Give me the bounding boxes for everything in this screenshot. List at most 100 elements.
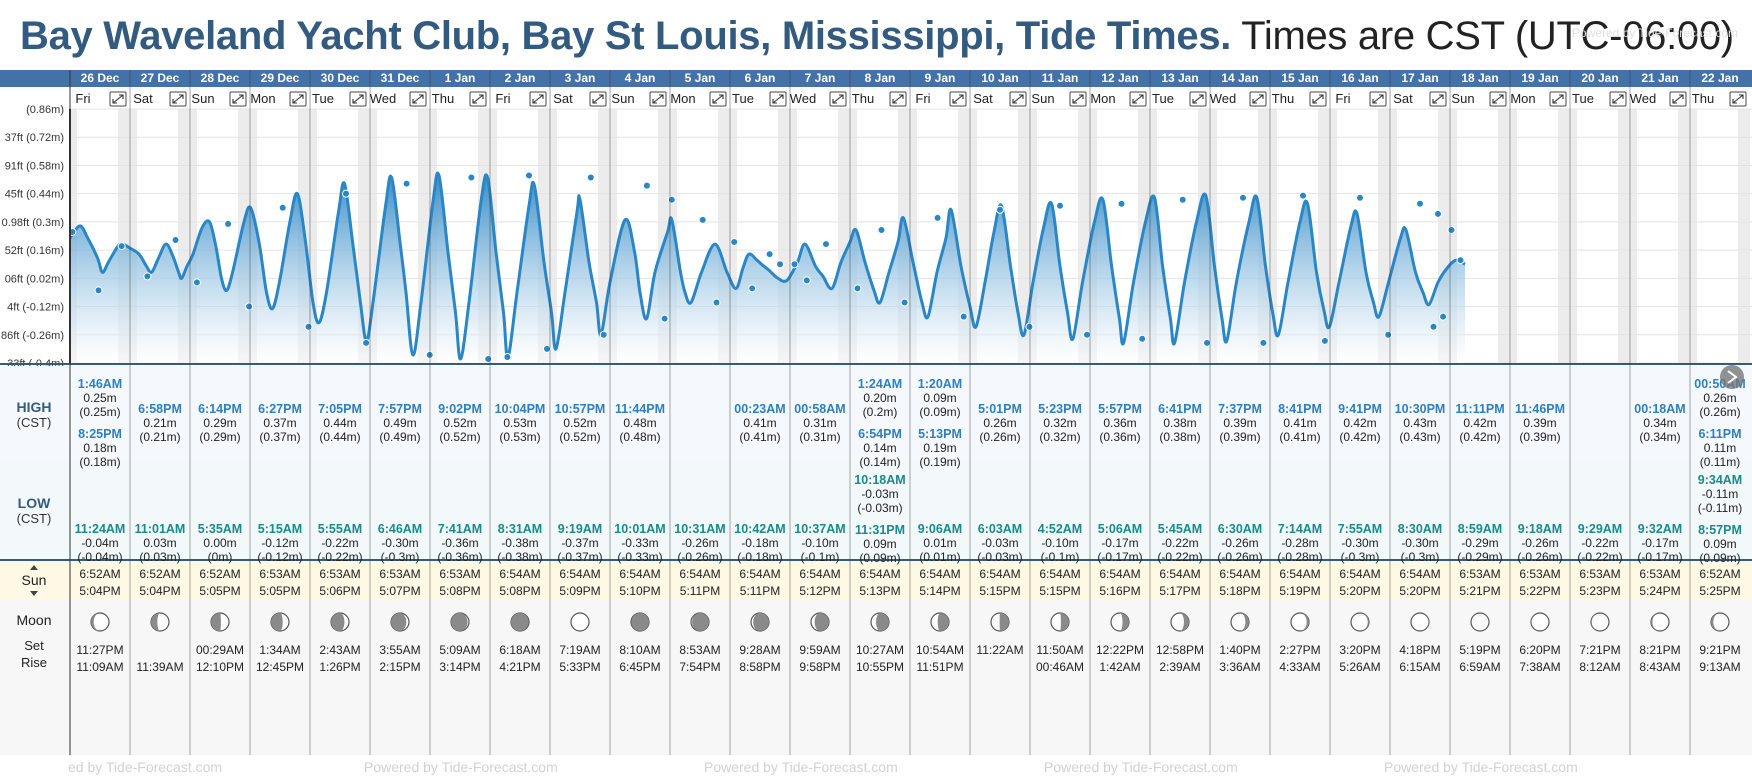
high-height: 0.52m (563, 416, 596, 430)
y-tick-label: 06ft (0.02m) (5, 273, 64, 285)
sunrise-time: 6:54AM (1219, 567, 1260, 581)
sunset-time: 5:19PM (1279, 584, 1320, 598)
tide-point (1429, 322, 1438, 331)
night-shade (1498, 109, 1510, 363)
sunrise-time: 6:54AM (979, 567, 1020, 581)
high-tz-label: (CST) (17, 415, 52, 430)
weekday-label: Tue (732, 91, 754, 106)
moonset-time: 2:43AM (319, 643, 360, 657)
low-time: 10:18AM (854, 473, 905, 487)
tide-point (94, 286, 103, 295)
high-height: 0.20m (863, 391, 896, 405)
moon-shadow (814, 613, 829, 631)
low-height: -0.03m (861, 487, 898, 501)
expand-icon (1252, 94, 1264, 104)
tide-point (877, 225, 886, 234)
expand-icon (1312, 94, 1324, 104)
sunrise-time: 6:54AM (919, 567, 960, 581)
moonset-time: 11:27PM (76, 643, 123, 657)
high-time: 5:23PM (1038, 402, 1082, 416)
night-shade (1030, 109, 1037, 363)
high-height-m: (0.18m) (79, 455, 120, 469)
high-height-m: (0.25m) (79, 405, 120, 419)
high-time: 00:18AM (1634, 402, 1685, 416)
expand-icon (892, 94, 904, 104)
night-shade (190, 109, 197, 363)
moonset-time: 8:10AM (619, 643, 660, 657)
moonset-time: 3:20PM (1339, 643, 1380, 657)
night-shade (1738, 109, 1750, 363)
low-height: -0.17m (1101, 536, 1138, 550)
moon-shadow (91, 613, 100, 631)
expand-icon (1132, 94, 1144, 104)
weekday-label: Tue (1572, 91, 1594, 106)
sun-down-arrow-icon (30, 591, 38, 596)
date-label: 29 Dec (261, 71, 300, 85)
tide-point (362, 338, 371, 347)
sunrise-time: 6:54AM (1159, 567, 1200, 581)
low-height-m: (-0.04m) (77, 550, 122, 564)
moonset-time: 3:55AM (379, 643, 420, 657)
tide-point (1356, 193, 1364, 202)
low-height-m: (0.03m) (139, 550, 180, 564)
night-shade (610, 109, 617, 363)
low-height-m: (-0.11m) (1698, 501, 1742, 515)
y-tick-label: 91ft (0.58m) (5, 160, 64, 172)
weekday-label: Fri (1335, 91, 1350, 106)
sunset-time: 5:21PM (1459, 584, 1500, 598)
sunset-time: 5:07PM (379, 584, 420, 598)
moonrise-time: 2:39AM (1159, 660, 1200, 674)
expand-icon (1372, 94, 1384, 104)
tide-point (776, 260, 785, 269)
low-height: -0.03m (981, 536, 1018, 550)
weekday-label: Thu (852, 91, 874, 106)
moon-shadow (331, 613, 345, 631)
low-time: 6:46AM (378, 522, 422, 536)
sunset-time: 5:18PM (1219, 584, 1260, 598)
high-height: 0.42m (1463, 416, 1496, 430)
low-height-m: (-0.1m) (1041, 550, 1080, 564)
low-height-m: (0.01m) (919, 550, 960, 564)
weekday-label: Wed (370, 91, 397, 106)
night-shade (310, 109, 317, 363)
low-height-m: (-0.12m) (257, 550, 302, 564)
high-height: 0.53m (503, 416, 536, 430)
high-height-m: (0.49m) (379, 430, 420, 444)
expand-icon (1552, 94, 1564, 104)
date-label: 18 Jan (1461, 71, 1498, 85)
low-row (0, 462, 1752, 560)
tide-point (599, 330, 608, 339)
moonset-time: 12:58PM (1156, 643, 1204, 657)
low-time: 10:37AM (794, 522, 845, 536)
high-height-m: (0.21m) (139, 430, 180, 444)
high-height: 0.26m (983, 416, 1016, 430)
low-height: -0.26m (1521, 536, 1558, 550)
tide-point (1447, 225, 1456, 234)
moonset-time: 1:40PM (1219, 643, 1260, 657)
moonrise-time: 1:26PM (319, 660, 360, 674)
tide-point (802, 276, 811, 285)
date-label: 12 Jan (1101, 71, 1138, 85)
low-height-m: (-0.03m) (977, 550, 1022, 564)
sunrise-time: 6:54AM (679, 567, 720, 581)
low-height: 0.03m (143, 536, 176, 550)
high-time: 11:11PM (1455, 402, 1504, 416)
date-label: 7 Jan (805, 71, 836, 85)
high-height: 0.41m (1283, 416, 1316, 430)
high-height-m: (0.29m) (199, 430, 240, 444)
high-height: 0.11m (1704, 441, 1736, 455)
sunset-time: 5:16PM (1099, 584, 1140, 598)
moon-shadow (692, 613, 709, 631)
high-time: 8:41PM (1278, 402, 1322, 416)
scroll-right-button[interactable] (1720, 365, 1744, 389)
moonrise-time: 8:58PM (739, 660, 780, 674)
moon-label: Moon (16, 612, 51, 628)
high-height-m: (0.39m) (1519, 430, 1560, 444)
tide-point (765, 250, 774, 259)
tide-point (698, 215, 707, 224)
expand-icon (292, 94, 304, 104)
moonrise-time: 11:09AM (76, 660, 123, 674)
page-title: Bay Waveland Yacht Club, Bay St Louis, M… (20, 10, 1734, 62)
sunset-time: 5:10PM (619, 584, 660, 598)
low-time: 11:24AM (75, 522, 126, 536)
